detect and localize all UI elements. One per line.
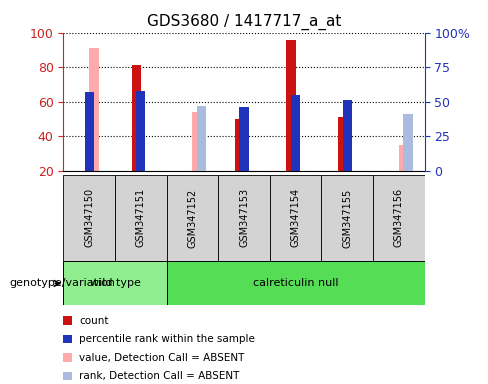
Text: calreticulin null: calreticulin null (253, 278, 338, 288)
Bar (166, 261, 425, 305)
Text: percentile rank within the sample: percentile rank within the sample (79, 334, 255, 344)
Text: GSM347151: GSM347151 (136, 189, 146, 247)
Bar (291, 95, 300, 171)
Bar (63, 261, 166, 305)
Bar (84, 92, 94, 171)
Text: GSM347152: GSM347152 (187, 188, 198, 248)
Text: genotype/variation: genotype/variation (10, 278, 116, 288)
Text: rank, Detection Call = ABSENT: rank, Detection Call = ABSENT (79, 371, 240, 381)
Text: GSM347156: GSM347156 (394, 189, 404, 247)
Text: GDS3680 / 1417717_a_at: GDS3680 / 1417717_a_at (147, 13, 341, 30)
Bar (136, 91, 145, 171)
Bar (63, 372, 72, 380)
Bar (63, 316, 72, 325)
Bar (373, 175, 425, 261)
Bar (63, 335, 72, 343)
Bar (399, 145, 408, 171)
Bar (132, 66, 141, 171)
Text: value, Detection Call = ABSENT: value, Detection Call = ABSENT (79, 353, 244, 362)
Bar (192, 112, 202, 171)
Text: GSM347155: GSM347155 (342, 188, 352, 248)
Bar (286, 40, 296, 171)
Bar (239, 107, 249, 171)
Bar (63, 353, 72, 362)
Bar (218, 175, 270, 261)
Bar (343, 100, 352, 171)
Bar (197, 106, 206, 171)
Text: GSM347154: GSM347154 (290, 189, 301, 247)
Bar (166, 175, 218, 261)
Bar (115, 175, 166, 261)
Bar (338, 118, 347, 171)
Text: GSM347150: GSM347150 (84, 189, 94, 247)
Bar (235, 119, 244, 171)
Text: wild type: wild type (90, 278, 141, 288)
Bar (322, 175, 373, 261)
Bar (404, 114, 413, 171)
Bar (63, 175, 115, 261)
Bar (89, 48, 99, 171)
Text: GSM347153: GSM347153 (239, 189, 249, 247)
Bar (270, 175, 322, 261)
Text: count: count (79, 316, 109, 326)
